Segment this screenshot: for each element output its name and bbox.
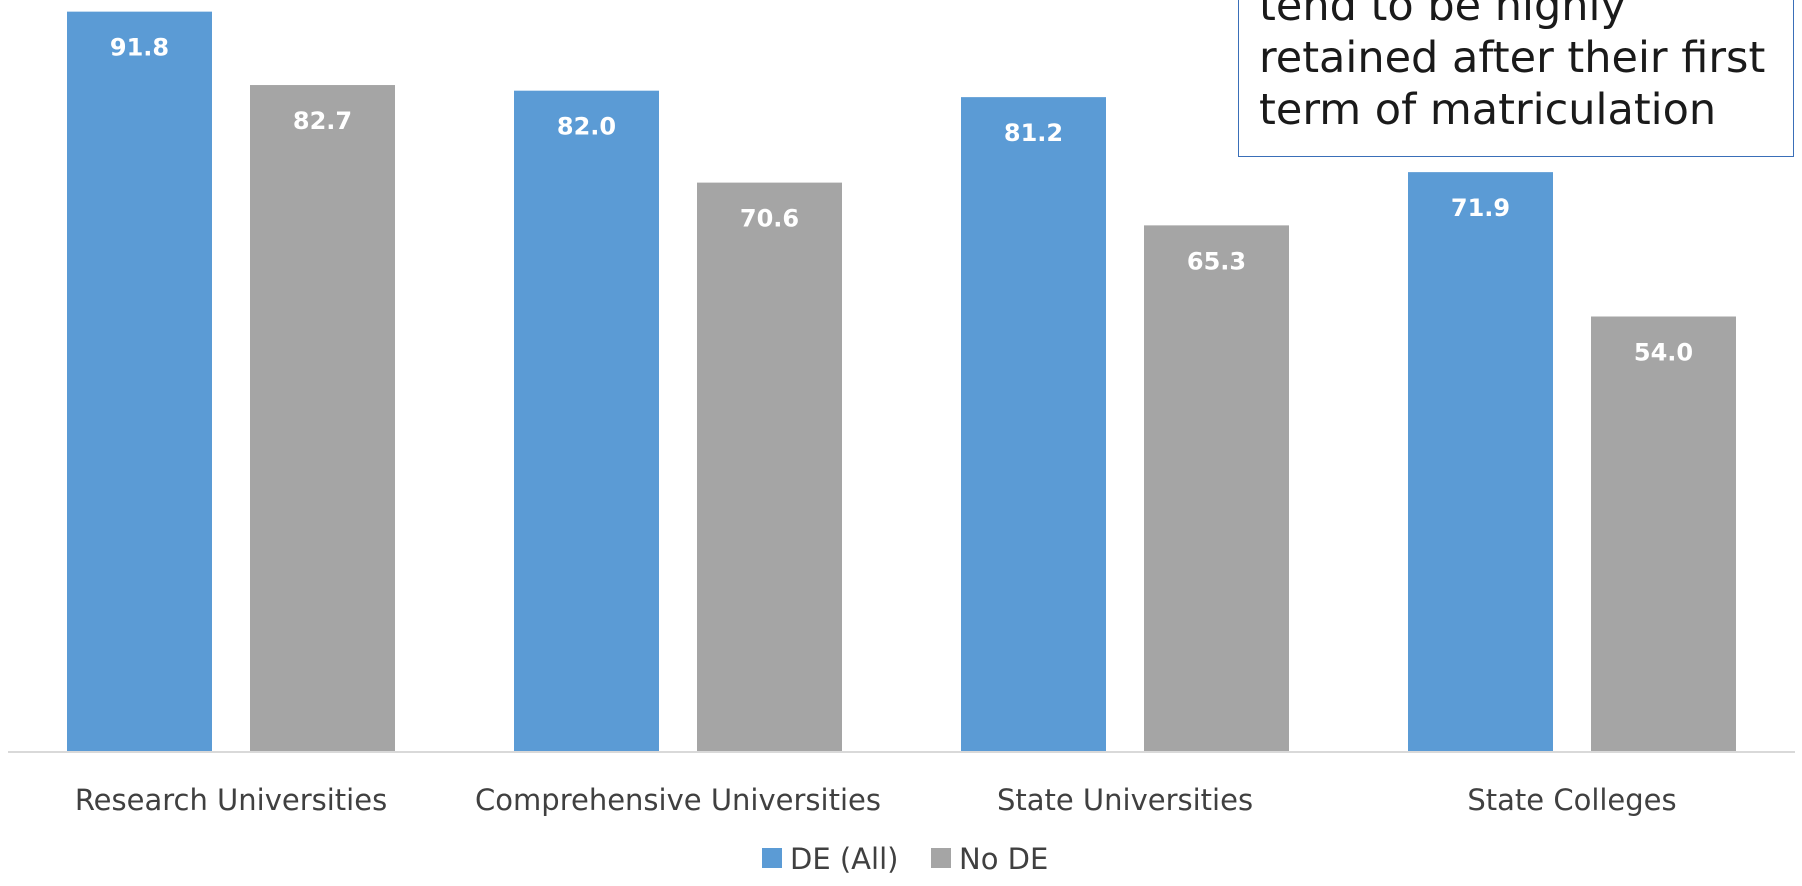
- bar-value-label: 65.3: [1187, 247, 1246, 275]
- bar-no-de-3: [1591, 316, 1736, 752]
- category-label: Comprehensive Universities: [475, 783, 881, 817]
- bar-no-de-2: [1144, 225, 1289, 752]
- annotation-text: tend to be highly retained after their f…: [1259, 0, 1766, 135]
- bar-value-label: 91.8: [110, 34, 169, 62]
- bar-value-label: 54.0: [1634, 338, 1693, 366]
- bar-value-label: 71.9: [1451, 194, 1510, 222]
- bar-de-all-2: [961, 97, 1106, 752]
- category-label: Research Universities: [75, 783, 387, 817]
- bar-value-label: 81.2: [1004, 119, 1063, 147]
- category-labels: Research Universities Comprehensive Unive…: [75, 783, 1677, 817]
- bar-no-de-1: [697, 182, 842, 752]
- legend-label: DE (All): [790, 842, 898, 876]
- annotation-callout: tend to be highly retained after their f…: [1238, 0, 1794, 157]
- legend-label: No DE: [959, 842, 1048, 876]
- legend-swatch: [931, 848, 951, 868]
- bars-group: 91.8 82.7 82.0 70.6 81.2 65.3 71.9 54.0: [67, 11, 1736, 753]
- bar-value-label: 82.0: [557, 113, 616, 141]
- bar-no-de-0: [250, 85, 395, 753]
- bar-value-label: 82.7: [293, 107, 352, 135]
- bar-de-all-1: [514, 90, 659, 752]
- bar-value-label: 70.6: [740, 205, 799, 233]
- bar-de-all-3: [1408, 172, 1553, 752]
- category-label: State Colleges: [1467, 783, 1676, 817]
- legend-swatch: [762, 848, 782, 868]
- legend: DE (All) No DE: [762, 842, 1048, 876]
- bar-de-all-0: [67, 11, 212, 753]
- category-label: State Universities: [997, 783, 1253, 817]
